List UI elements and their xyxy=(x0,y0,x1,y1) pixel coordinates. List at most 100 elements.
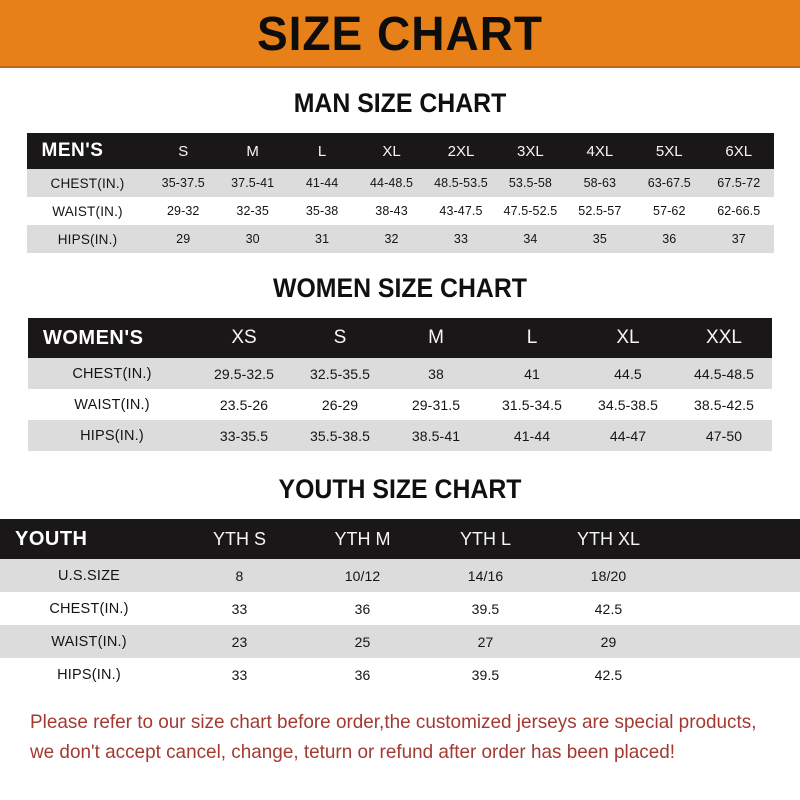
man-section-title: MAN SIZE CHART xyxy=(293,88,507,118)
youth-row-label-us-size: U.S.SIZE xyxy=(57,567,121,584)
youth-row-spacer xyxy=(670,658,800,691)
women-table-header-row: WOMEN'S XS S M L XL XXL xyxy=(28,318,772,358)
order-policy-note-line-1: Please refer to our size chart before or… xyxy=(30,711,757,733)
man-hips-xl: 32 xyxy=(384,232,399,246)
women-hips-xs: 33-35.5 xyxy=(219,427,269,444)
man-waist-m: 32-35 xyxy=(236,204,269,218)
man-chest-s: 35-37.5 xyxy=(161,176,205,190)
youth-chest-yth-m: 36 xyxy=(354,600,371,617)
table-row: HIPS(IN.) 29 30 31 32 33 34 35 36 37 xyxy=(26,225,774,253)
man-hips-6xl: 37 xyxy=(731,232,746,246)
man-col-header-l: L xyxy=(317,142,327,160)
man-chest-m: 37.5-41 xyxy=(231,176,275,190)
youth-row-spacer xyxy=(670,592,800,625)
women-col-header-m: M xyxy=(428,327,444,348)
women-hips-xl: 44-47 xyxy=(609,427,647,444)
table-row: WAIST(IN.) 23 25 27 29 xyxy=(0,625,800,658)
youth-hips-yth-l: 39.5 xyxy=(471,666,500,683)
youth-waist-yth-s: 23 xyxy=(231,633,248,650)
man-row-label-hips: HIPS(IN.) xyxy=(57,231,118,247)
women-col-header-l: L xyxy=(526,327,538,348)
table-row: HIPS(IN.) 33-35.5 35.5-38.5 38.5-41 41-4… xyxy=(28,420,772,451)
women-chest-s: 32.5-35.5 xyxy=(309,365,371,382)
women-col-header-xxl: XXL xyxy=(706,327,742,348)
youth-size-table: YOUTH YTH S YTH M YTH L YTH XL U.S.SIZE … xyxy=(0,519,800,691)
table-row: WAIST(IN.) 29-32 32-35 35-38 38-43 43-47… xyxy=(26,197,774,225)
man-waist-l: 35-38 xyxy=(305,204,339,218)
table-row: CHEST(IN.) 35-37.5 37.5-41 41-44 44-48.5… xyxy=(26,169,774,197)
man-col-header-s: S xyxy=(178,142,189,160)
man-hips-5xl: 36 xyxy=(662,232,677,246)
women-waist-xl: 34.5-38.5 xyxy=(597,396,659,413)
size-chart-banner: SIZE CHART xyxy=(0,0,800,68)
women-chest-xl: 44.5 xyxy=(614,365,642,382)
man-size-table: MEN'S S M L XL 2XL 3XL 4XL 5XL 6XL CHEST… xyxy=(26,133,774,253)
women-row-label-waist: WAIST(IN.) xyxy=(74,396,150,413)
youth-table-corner-label: YOUTH xyxy=(15,527,88,550)
man-hips-2xl: 33 xyxy=(453,232,469,246)
women-waist-xxl: 38.5-42.5 xyxy=(693,396,755,413)
women-size-table: WOMEN'S XS S M L XL XXL CHEST(IN.) 29.5-… xyxy=(28,318,772,451)
man-waist-2xl: 43-47.5 xyxy=(439,204,483,218)
man-waist-s: 29-32 xyxy=(166,204,200,218)
man-col-header-m: M xyxy=(246,142,259,160)
youth-ussize-yth-s: 8 xyxy=(235,567,244,584)
section-women-size-chart: WOMEN SIZE CHART WOMEN'S XS S M L XL XXL… xyxy=(0,275,800,451)
man-col-header-4xl: 4XL xyxy=(586,142,614,160)
order-policy-note: Please refer to our size chart before or… xyxy=(30,707,756,767)
table-row: WAIST(IN.) 23.5-26 26-29 29-31.5 31.5-34… xyxy=(28,389,772,420)
youth-header-spacer xyxy=(670,519,800,559)
women-hips-s: 35.5-38.5 xyxy=(309,427,371,444)
women-waist-m: 29-31.5 xyxy=(411,396,461,413)
section-youth-size-chart: YOUTH SIZE CHART YOUTH YTH S YTH M YTH L… xyxy=(0,476,800,691)
youth-col-header-yth-xl: YTH XL xyxy=(576,528,641,549)
table-row: HIPS(IN.) 33 36 39.5 42.5 xyxy=(0,658,800,691)
youth-chest-yth-xl: 42.5 xyxy=(594,600,623,617)
women-chest-xxl: 44.5-48.5 xyxy=(693,365,755,382)
man-table-corner-label: MEN'S xyxy=(41,140,104,161)
man-row-label-waist: WAIST(IN.) xyxy=(52,203,123,219)
youth-row-label-waist: WAIST(IN.) xyxy=(51,633,127,650)
women-col-header-s: S xyxy=(333,327,347,348)
man-col-header-5xl: 5XL xyxy=(655,142,683,160)
youth-row-spacer xyxy=(670,625,800,658)
man-waist-3xl: 47.5-52.5 xyxy=(503,204,558,218)
man-hips-s: 29 xyxy=(176,232,191,246)
youth-row-label-chest: CHEST(IN.) xyxy=(49,600,129,617)
man-chest-l: 41-44 xyxy=(305,176,339,190)
man-chest-3xl: 53.5-58 xyxy=(508,176,552,190)
women-section-title: WOMEN SIZE CHART xyxy=(273,273,527,303)
women-waist-xs: 23.5-26 xyxy=(219,396,269,413)
man-chest-4xl: 58-63 xyxy=(583,176,617,190)
man-chest-6xl: 67.5-72 xyxy=(717,176,761,190)
women-row-label-hips: HIPS(IN.) xyxy=(80,427,144,444)
man-row-label-chest: CHEST(IN.) xyxy=(50,175,125,191)
man-chest-5xl: 63-67.5 xyxy=(647,176,691,190)
table-row: U.S.SIZE 8 10/12 14/16 18/20 xyxy=(0,559,800,592)
youth-chest-yth-s: 33 xyxy=(231,600,248,617)
women-col-header-xl: XL xyxy=(616,327,640,348)
women-row-label-chest: CHEST(IN.) xyxy=(72,365,152,382)
man-col-header-2xl: 2XL xyxy=(447,142,475,160)
youth-hips-yth-s: 33 xyxy=(231,666,248,683)
women-waist-l: 31.5-34.5 xyxy=(501,396,563,413)
women-col-header-xs: XS xyxy=(231,327,257,348)
man-col-header-3xl: 3XL xyxy=(517,142,544,160)
youth-ussize-yth-l: 14/16 xyxy=(467,567,504,584)
women-hips-l: 41-44 xyxy=(513,427,551,444)
youth-row-spacer xyxy=(670,559,800,592)
youth-col-header-yth-m: YTH M xyxy=(334,528,391,549)
man-col-header-6xl: 6XL xyxy=(725,142,753,160)
youth-ussize-yth-m: 10/12 xyxy=(344,567,381,584)
youth-waist-yth-xl: 29 xyxy=(600,633,617,650)
youth-col-header-yth-l: YTH L xyxy=(459,528,511,549)
youth-chest-yth-l: 39.5 xyxy=(471,600,500,617)
youth-hips-yth-m: 36 xyxy=(354,666,371,683)
banner-title: SIZE CHART xyxy=(256,8,544,61)
man-hips-m: 30 xyxy=(245,232,260,246)
women-hips-xxl: 47-50 xyxy=(705,427,743,444)
youth-ussize-yth-xl: 18/20 xyxy=(590,567,627,584)
man-waist-5xl: 57-62 xyxy=(653,204,686,218)
table-row: CHEST(IN.) 29.5-32.5 32.5-35.5 38 41 44.… xyxy=(28,358,772,389)
man-col-header-xl: XL xyxy=(382,142,401,160)
